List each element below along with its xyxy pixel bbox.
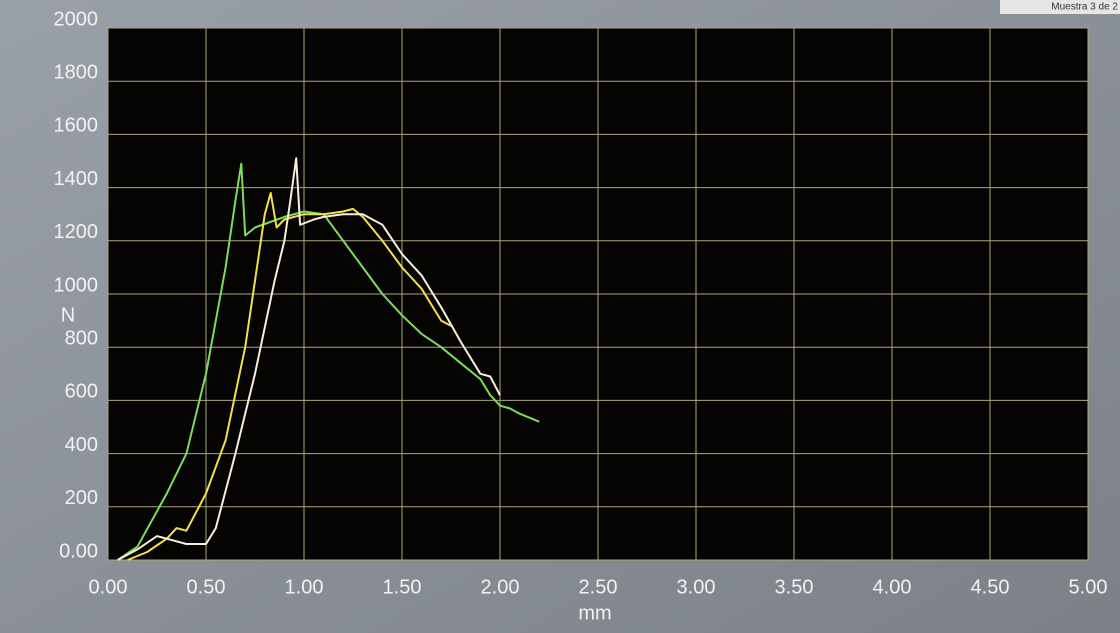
x-tick-label: 4.50: [971, 576, 1010, 598]
y-axis-label: N: [61, 304, 75, 326]
y-tick-label: 800: [65, 327, 98, 349]
y-tick-label: 200: [65, 487, 98, 509]
y-tick-label: 1800: [54, 61, 99, 83]
x-tick-label: 2.50: [579, 576, 618, 598]
x-tick-label: 3.00: [677, 576, 716, 598]
y-tick-label: 1600: [54, 115, 99, 137]
x-tick-label: 2.00: [481, 576, 520, 598]
y-tick-label: 1400: [54, 168, 99, 190]
chart: Muestra 3 de 2 N mm 0.00 200 400 600 800 1000…: [0, 0, 1120, 633]
x-tick-label: 3.50: [775, 576, 814, 598]
x-tick-label: 4.00: [873, 576, 912, 598]
page: Muestra 3 de 2 N mm 0.00 200 400 600 800 1000…: [0, 0, 1120, 633]
x-axis-label: mm: [578, 602, 611, 624]
x-tick-label: 1.00: [285, 576, 324, 598]
x-tick-label: 1.50: [383, 576, 422, 598]
x-tick-label: 0.50: [187, 576, 226, 598]
x-tick-label: 5.00: [1069, 576, 1108, 598]
y-tick-label: 1200: [54, 221, 99, 243]
y-tick-label: 1000: [54, 274, 99, 296]
header-note: Muestra 3 de 2: [1051, 2, 1118, 13]
x-tick-label: 0.00: [89, 576, 128, 598]
y-tick-label: 0.00: [59, 540, 98, 562]
y-tick-label: 400: [65, 434, 98, 456]
y-tick-label: 600: [65, 381, 98, 403]
y-tick-label: 2000: [54, 8, 99, 30]
